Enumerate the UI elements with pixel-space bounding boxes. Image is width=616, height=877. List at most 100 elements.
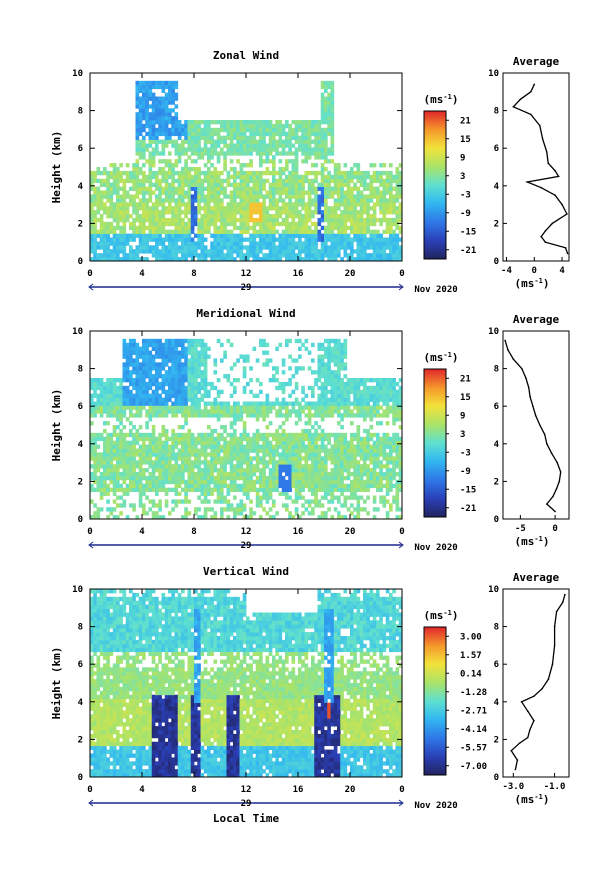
heatmap-cell	[162, 202, 166, 206]
heatmap-cell	[210, 476, 214, 480]
heatmap-cell	[136, 206, 140, 210]
heatmap-cell	[288, 484, 292, 488]
heatmap-cell	[100, 402, 104, 406]
heatmap-cell	[217, 413, 221, 417]
heatmap-cell	[201, 230, 205, 234]
heatmap-cell	[210, 464, 214, 468]
heatmap-cell	[132, 507, 136, 511]
heatmap-cell	[295, 370, 299, 374]
heatmap-cell	[324, 234, 328, 238]
heatmap-cell	[129, 378, 133, 382]
heatmap-cell	[168, 253, 172, 257]
heatmap-cell	[360, 183, 364, 187]
heatmap-cell	[197, 488, 201, 492]
heatmap-cell	[308, 155, 312, 159]
heatmap-cell	[207, 355, 211, 359]
heatmap-cell	[383, 241, 387, 245]
heatmap-cell	[334, 206, 338, 210]
heatmap-cell	[129, 351, 133, 355]
heatmap-cell	[93, 511, 97, 515]
heatmap-cell	[360, 222, 364, 226]
heatmap-cell	[217, 226, 221, 230]
heatmap-cell	[240, 409, 244, 413]
heatmap-cell	[298, 140, 302, 144]
heatmap-cell	[178, 449, 182, 453]
heatmap-cell	[314, 202, 318, 206]
heatmap-cell	[149, 449, 153, 453]
heatmap-cell	[279, 343, 283, 347]
heatmap-cell	[223, 409, 227, 413]
heatmap-cell	[298, 413, 302, 417]
heatmap-cell	[301, 187, 305, 191]
heatmap-cell	[282, 402, 286, 406]
heatmap-cell	[233, 511, 237, 515]
heatmap-cell	[126, 234, 130, 238]
heatmap-cell	[126, 362, 130, 366]
heatmap-cell	[162, 402, 166, 406]
heatmap-cell	[318, 222, 322, 226]
heatmap-cell	[266, 343, 270, 347]
heatmap-cell	[262, 452, 266, 456]
heatmap-cell	[145, 421, 149, 425]
heatmap-cell	[321, 93, 325, 97]
heatmap-cell	[207, 194, 211, 198]
heatmap-cell	[392, 175, 396, 179]
heatmap-cell	[210, 241, 214, 245]
heatmap-cell	[220, 433, 224, 437]
heatmap-cell	[321, 245, 325, 249]
heatmap-cell	[132, 413, 136, 417]
heatmap-cell	[210, 253, 214, 257]
heatmap-cell	[188, 456, 192, 460]
heatmap-cell	[110, 202, 114, 206]
heatmap-cell	[396, 234, 400, 238]
heatmap-cell	[171, 234, 175, 238]
heatmap-cell	[288, 206, 292, 210]
heatmap-cell	[262, 210, 266, 214]
heatmap-cell	[324, 468, 328, 472]
heatmap-cell	[331, 484, 335, 488]
heatmap-cell	[158, 222, 162, 226]
heatmap-cell	[236, 241, 240, 245]
heatmap-cell	[275, 476, 279, 480]
heatmap-cell	[142, 194, 146, 198]
heatmap-cell	[334, 468, 338, 472]
heatmap-cell	[379, 210, 383, 214]
heatmap-cell	[337, 226, 341, 230]
heatmap-cell	[158, 202, 162, 206]
heatmap-cell	[288, 413, 292, 417]
heatmap-cell	[324, 339, 328, 343]
heatmap-cell	[324, 167, 328, 171]
heatmap-cell	[97, 433, 101, 437]
heatmap-cell	[181, 238, 185, 242]
heatmap-cell	[142, 112, 146, 116]
heatmap-cell	[376, 179, 380, 183]
heatmap-cell	[327, 151, 331, 155]
heatmap-cell	[201, 437, 205, 441]
heatmap-cell	[123, 210, 127, 214]
heatmap-cell	[158, 214, 162, 218]
heatmap-cell	[113, 456, 117, 460]
heatmap-cell	[136, 159, 140, 163]
heatmap-cell	[220, 171, 224, 175]
heatmap-cell	[360, 179, 364, 183]
heatmap-cell	[181, 245, 185, 249]
heatmap-cell	[243, 421, 247, 425]
colorbar	[424, 111, 446, 259]
heatmap-cell	[360, 234, 364, 238]
heatmap-cell	[285, 456, 289, 460]
heatmap-cell	[256, 198, 260, 202]
heatmap-cell	[116, 226, 120, 230]
heatmap-cell	[233, 124, 237, 128]
heatmap-cell	[175, 93, 179, 97]
heatmap-cell	[149, 155, 153, 159]
heatmap-cell	[334, 187, 338, 191]
heatmap-cell	[282, 503, 286, 507]
heatmap-cell	[340, 194, 344, 198]
heatmap-cell	[197, 437, 201, 441]
heatmap-cell	[253, 230, 257, 234]
heatmap-cell	[132, 378, 136, 382]
heatmap-cell	[197, 210, 201, 214]
heatmap-cell	[256, 234, 260, 238]
heatmap-cell	[168, 449, 172, 453]
heatmap-cell	[145, 351, 149, 355]
